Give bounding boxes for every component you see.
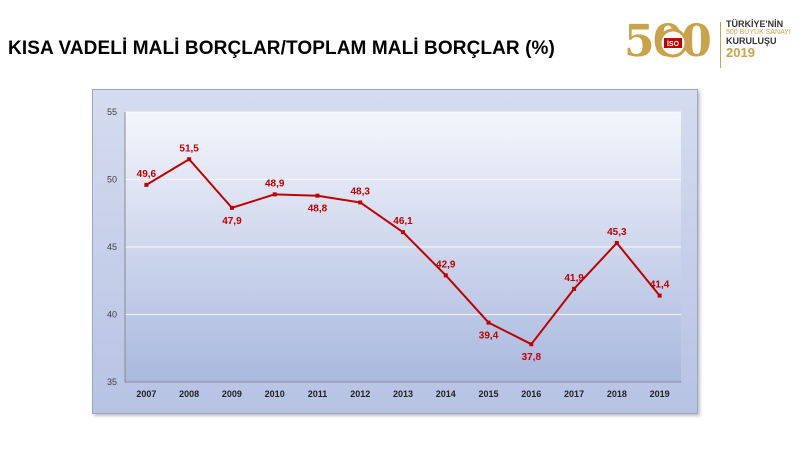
data-label: 48,3	[350, 186, 370, 197]
data-point	[187, 157, 192, 162]
data-label: 41,4	[650, 280, 670, 291]
data-point	[614, 240, 619, 245]
x-tick-label: 2010	[265, 389, 285, 399]
y-tick-label: 35	[107, 377, 117, 387]
x-axis: 2007 2008 2009 2010 2011 2012 2013 2014 2015 2016…	[125, 381, 681, 399]
x-tick-label: 2013	[393, 389, 413, 399]
series-line-group	[144, 157, 662, 347]
data-point	[401, 230, 405, 235]
data-point	[272, 192, 277, 197]
data-label-group: 49,6 51,5 47,9 48,9 48,8 48,3 46,1 42,9 39,4 37,8…	[137, 143, 670, 363]
x-tick-label: 2007	[136, 389, 156, 399]
logo-line-1: TÜRKİYE'NİN	[726, 19, 784, 29]
logo-line-2: 500 BÜYÜK SANAYİ	[726, 29, 791, 37]
chart-frame: 35 40 45 50 55 2007 2008 2009 2010 2011 2012 2013 2…	[92, 89, 698, 414]
y-tick-label: 45	[107, 242, 117, 252]
page-title: KISA VADELİ MALİ BORÇLAR/TOPLAM MALİ BOR…	[8, 38, 555, 59]
data-point	[358, 200, 363, 205]
y-axis: 35 40 45 50 55	[107, 107, 126, 387]
data-label: 51,5	[179, 143, 199, 154]
y-tick-label: 55	[107, 107, 117, 117]
x-tick-label: 2017	[564, 389, 584, 399]
data-point	[657, 293, 662, 298]
data-label: 37,8	[522, 352, 542, 363]
logo-line-3: KURULUŞU	[726, 35, 777, 46]
data-point	[529, 342, 534, 347]
iso-emblem-icon: İSO	[658, 28, 688, 58]
data-label: 47,9	[222, 216, 242, 227]
x-tick-label: 2016	[521, 389, 541, 399]
data-point	[486, 320, 491, 325]
logo-text: TÜRKİYE'NİN 500 BÜYÜK SANAYİ KURULUŞU 20…	[726, 19, 791, 61]
y-tick-label: 50	[107, 175, 117, 185]
x-tick-label: 2008	[179, 389, 199, 399]
data-label: 45,3	[607, 227, 627, 238]
data-point	[443, 273, 448, 278]
data-label: 39,4	[479, 331, 499, 342]
logo-emblem-text: İSO	[667, 40, 680, 48]
y-tick-label: 40	[107, 310, 117, 320]
x-tick-label: 2019	[650, 389, 670, 399]
x-tick-label: 2015	[479, 389, 499, 399]
x-tick-label: 2012	[350, 389, 370, 399]
data-point	[144, 182, 149, 187]
x-tick-label: 2014	[436, 389, 456, 399]
data-label: 42,9	[436, 259, 456, 270]
data-label: 49,6	[137, 169, 157, 180]
data-label: 48,9	[265, 178, 285, 189]
data-point	[572, 286, 577, 291]
x-tick-label: 2018	[607, 389, 627, 399]
data-label: 41,9	[564, 273, 584, 284]
data-point	[229, 205, 234, 210]
logo-divider	[720, 22, 721, 68]
data-label: 48,8	[308, 204, 328, 215]
logo-year: 2019	[726, 45, 755, 61]
x-tick-label: 2009	[222, 389, 242, 399]
iso-500-logo: 500 İSO TÜRKİYE'NİN 500 BÜYÜK SANAYİ KUR…	[622, 14, 792, 74]
data-label: 46,1	[393, 216, 413, 227]
x-tick-label: 2011	[308, 389, 328, 399]
data-point	[315, 193, 320, 198]
